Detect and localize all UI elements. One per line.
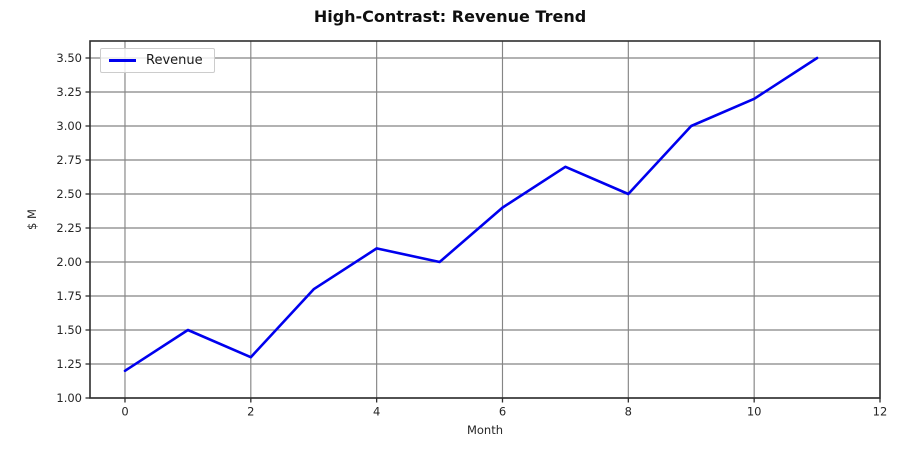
axes-frame bbox=[89, 40, 881, 399]
x-tick-label: 4 bbox=[373, 405, 380, 419]
x-axis-label: Month bbox=[467, 423, 503, 437]
x-tick-label: 12 bbox=[873, 405, 888, 419]
y-tick-label: 3.00 bbox=[56, 119, 82, 133]
x-tick-label: 0 bbox=[121, 405, 128, 419]
x-tick-label: 2 bbox=[247, 405, 254, 419]
chart-title: High-Contrast: Revenue Trend bbox=[313, 7, 587, 26]
y-tick-label: 2.00 bbox=[56, 255, 82, 269]
y-tick-label: 3.25 bbox=[56, 85, 82, 99]
y-tick-label: 3.50 bbox=[56, 51, 82, 65]
series-line-revenue bbox=[123, 56, 819, 373]
y-tick-label: 2.50 bbox=[56, 187, 82, 201]
y-tick-label: 1.00 bbox=[56, 391, 82, 405]
legend: Revenue bbox=[100, 48, 215, 73]
x-tick-label: 10 bbox=[747, 405, 762, 419]
y-axis-label: $ M bbox=[25, 209, 39, 230]
legend-label: Revenue bbox=[146, 53, 203, 68]
x-tick-label: 6 bbox=[499, 405, 506, 419]
y-tick-label: 1.50 bbox=[56, 323, 82, 337]
y-tick-label: 1.25 bbox=[56, 357, 82, 371]
x-tick-label: 8 bbox=[625, 405, 632, 419]
y-tick-label: 1.75 bbox=[56, 289, 82, 303]
y-tick-label: 2.75 bbox=[56, 153, 82, 167]
legend-line-sample bbox=[109, 59, 136, 62]
y-tick-label: 2.25 bbox=[56, 221, 82, 235]
